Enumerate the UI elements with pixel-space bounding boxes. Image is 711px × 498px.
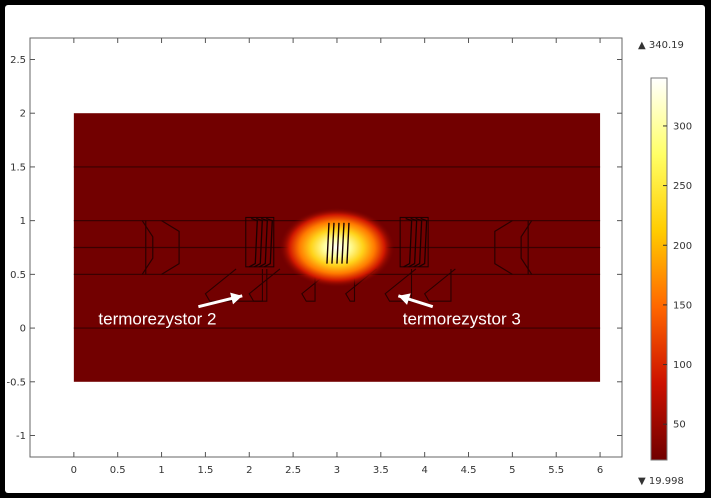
- x-tick-label: 0.5: [110, 465, 126, 476]
- y-tick-label: 0.5: [10, 270, 26, 281]
- thermistor-2-meander: [253, 217, 263, 268]
- colorbar-max-label: ▲ 340.19: [638, 40, 684, 51]
- x-tick-label: 2: [246, 465, 252, 476]
- bridge-outline: [141, 220, 533, 275]
- colorbar-tick-label: 150: [673, 300, 692, 311]
- y-tick-label: 1.5: [10, 162, 26, 173]
- x-tick-label: 3: [334, 465, 340, 476]
- x-tick-label: 4: [421, 465, 427, 476]
- heater-line: [346, 222, 350, 264]
- y-tick-label: 2: [20, 109, 26, 120]
- x-tick-label: 3.5: [373, 465, 389, 476]
- x-tick-label: 5.5: [548, 465, 564, 476]
- contact-pad: [204, 268, 263, 302]
- thermistor-2-meander: [258, 217, 268, 268]
- contact-pad: [423, 268, 456, 302]
- y-tick-label: 2.5: [10, 55, 26, 66]
- annotation-label-1: termorezystor 2: [98, 310, 216, 329]
- y-tick-label: -1: [16, 431, 26, 442]
- hotspot-glow: [278, 207, 395, 288]
- colorbar-min-label: ▼ 19.998: [638, 476, 684, 487]
- thermistor-3-meander: [418, 217, 428, 268]
- contact-pad: [345, 268, 377, 302]
- y-tick-label: 1: [20, 216, 26, 227]
- colorbar-tick-label: 250: [673, 181, 692, 192]
- x-tick-label: 5: [509, 465, 515, 476]
- thermistor-2-meander-frame: [245, 216, 275, 268]
- colorbar-tick-label: 300: [673, 121, 692, 132]
- x-tick-label: 4.5: [461, 465, 477, 476]
- heater-line: [331, 222, 335, 264]
- contact-pad: [301, 268, 333, 302]
- thermistor-3-meander: [403, 217, 413, 268]
- x-tick-label: 0: [71, 465, 77, 476]
- thermistor-2-meander: [263, 217, 273, 268]
- y-tick-label: -0.5: [6, 377, 26, 388]
- thermistor-3-meander: [413, 217, 423, 268]
- colorbar-tick-label: 100: [673, 360, 692, 371]
- thermistor-3-meander: [408, 217, 418, 268]
- annotation-arrowhead-2: [398, 293, 411, 305]
- heater-line: [326, 222, 330, 264]
- colorbar: [650, 77, 668, 461]
- thermistor-3-meander-frame: [399, 216, 429, 268]
- colorbar-tick-label: 50: [673, 420, 686, 431]
- x-tick-label: 1: [158, 465, 164, 476]
- y-tick-label: 0: [20, 324, 26, 335]
- thermistor-2-meander: [248, 217, 258, 268]
- x-tick-label: 6: [597, 465, 603, 476]
- heater-line: [336, 222, 340, 264]
- x-tick-label: 2.5: [285, 465, 301, 476]
- annotation-arrowhead-1: [230, 292, 243, 305]
- annotation-label-2: termorezystor 3: [403, 310, 521, 329]
- heater-line: [341, 222, 345, 264]
- x-tick-label: 1.5: [197, 465, 213, 476]
- contact-pad: [248, 268, 281, 302]
- colorbar-tick-label: 200: [673, 241, 692, 252]
- contact-pad: [384, 268, 417, 302]
